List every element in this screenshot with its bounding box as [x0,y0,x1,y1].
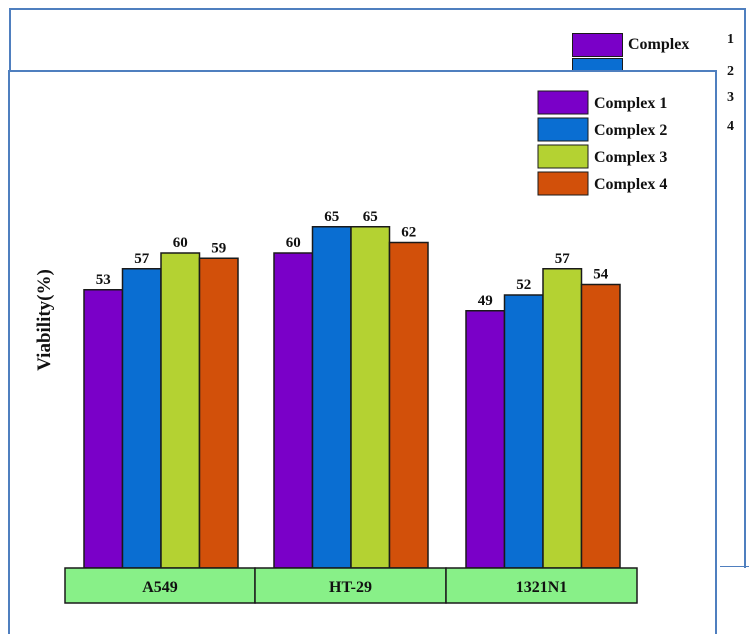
legend-label: Complex 4 [594,176,667,193]
legend-swatch [537,171,589,196]
category-label: HT-29 [329,579,372,596]
bar-value-label: 53 [96,272,111,288]
category-label: 1321N1 [516,579,568,596]
bar [121,268,162,569]
bar [542,268,583,569]
background-legend-swatch [572,33,623,57]
category-box [445,567,638,604]
bar-value-label: 65 [324,209,339,225]
bar [83,289,124,569]
legend-swatch [537,117,589,142]
bar-value-label: 57 [555,251,571,267]
y-axis-label: Viability(%) [34,269,55,371]
category-axis-group: A549 HT-29 1321N1 [64,567,638,604]
legend-label: Complex 1 [594,95,667,112]
bar [311,226,352,569]
category-label: A549 [142,579,178,596]
legend-swatch [537,144,589,169]
background-legend-number: 3 [727,90,734,105]
bar [503,294,544,569]
background-legend-number: 4 [727,119,734,134]
bar-value-label: 52 [516,277,531,293]
bar-value-label: 65 [363,209,378,225]
bar [160,252,201,569]
frame-edge-line [720,566,749,567]
bar [580,283,621,569]
bar [350,226,391,569]
bar-value-label: 60 [286,235,301,251]
background-legend-number: 1 [727,32,734,47]
bar-value-label: 57 [134,251,150,267]
value-labels-group: 53 57 60 59 60 65 65 62 49 52 57 54 [96,209,609,309]
legend-swatch [537,90,589,115]
legend-label: Complex 3 [594,149,667,166]
bars-group [83,226,621,569]
category-box [64,567,256,604]
background-legend-label: Complex [628,36,690,53]
bar [465,310,506,569]
legend-label: Complex 2 [594,122,667,139]
bar-value-label: 59 [211,240,226,256]
bar [198,257,239,569]
bar-value-label: 60 [173,235,188,251]
bar [273,252,314,569]
bar [388,241,429,569]
bar-value-label: 54 [593,267,609,283]
legend-group: Complex 1 Complex 2 Complex 3 Complex 4 [537,90,667,196]
bar-value-label: 49 [478,293,493,309]
background-legend-number: 2 [727,64,734,79]
background-legend-item: Complex [572,33,689,57]
bar-value-label: 62 [401,225,416,241]
